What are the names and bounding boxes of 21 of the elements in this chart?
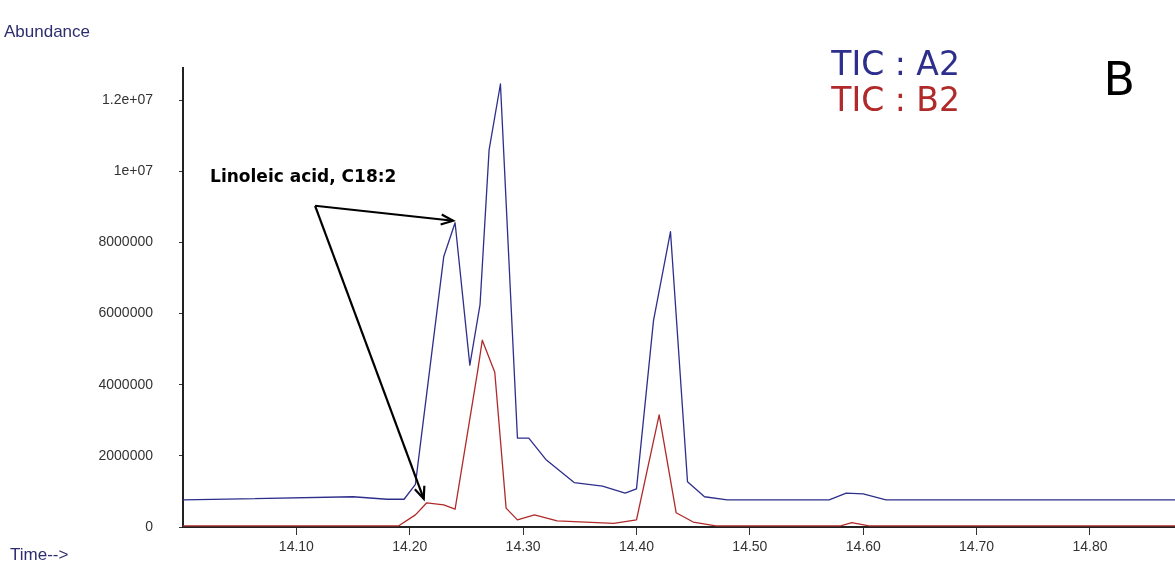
annotation: B (1103, 52, 1135, 106)
x-tick-label: 14.20 (392, 538, 428, 555)
x-axis-title: Time--> (10, 545, 69, 565)
x-tick-label: 14.30 (505, 538, 541, 555)
y-tick-label: 0 (145, 517, 154, 534)
x-tick-label: 14.40 (618, 538, 655, 555)
y-axis-title: Abundance (4, 22, 91, 42)
annotation: Linoleic acid, C18:2 (210, 165, 397, 186)
x-tick-label: 14.50 (732, 538, 768, 555)
x-tick-label: 14.70 (959, 538, 995, 555)
y-tick-label: 4000000 (98, 375, 154, 392)
x-tick-label: 14.80 (1072, 538, 1108, 555)
text: TIC : A2 (831, 44, 960, 83)
y-tick-label: 1.2e+07 (102, 90, 154, 107)
x-tick-label: 14.60 (845, 538, 881, 555)
y-tick-label: 8000000 (98, 233, 154, 250)
y-tick-label: 6000000 (98, 304, 154, 321)
y-tick-label: 1e+07 (113, 162, 154, 179)
y-tick-label: 2000000 (98, 446, 154, 463)
text: TIC : B2 (831, 80, 960, 119)
x-tick-label: 14.10 (278, 538, 315, 555)
